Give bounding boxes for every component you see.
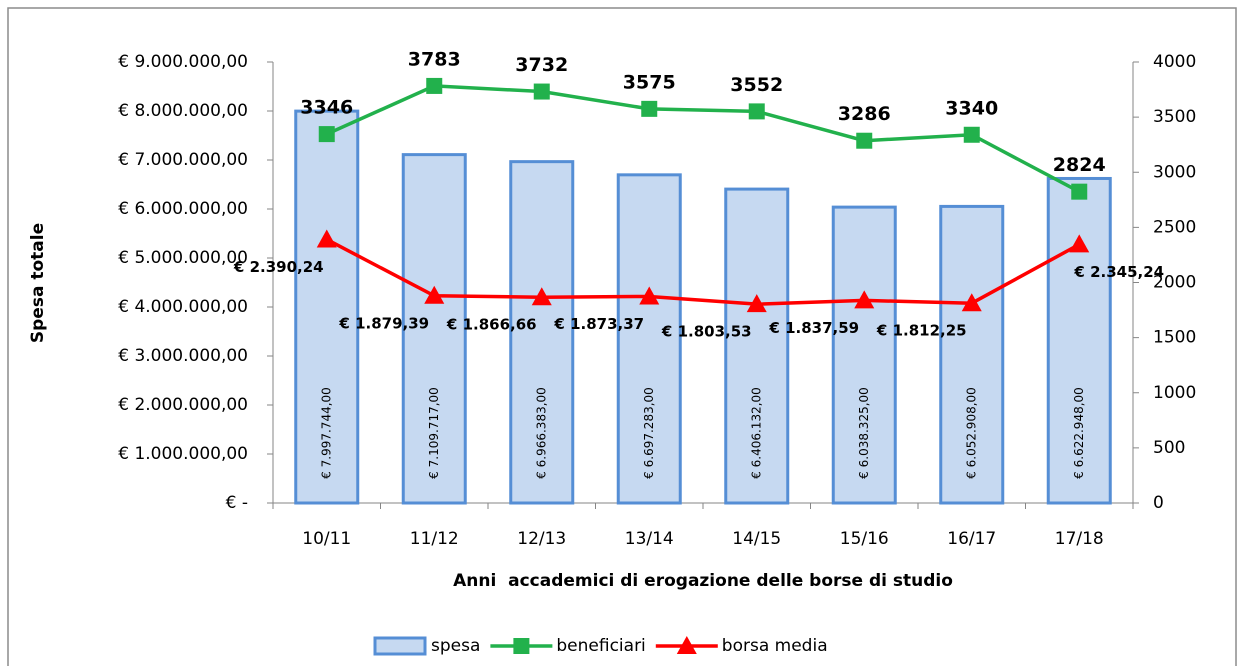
- y-tick-label: € 3.000.000,00: [118, 346, 248, 366]
- x-tick-label: 14/15: [732, 529, 781, 549]
- bar: [509, 160, 575, 505]
- bar: [939, 204, 1005, 505]
- x-tick-label: 15/16: [840, 529, 889, 549]
- bar-value-label: € 6.406.132,00: [749, 387, 763, 479]
- y2-tick-label: 2000: [1153, 273, 1196, 293]
- marker: [676, 636, 697, 654]
- line: [326, 84, 1081, 194]
- y-tick-label: € 7.000.000,00: [118, 150, 248, 170]
- line-value-label: 3340: [945, 97, 998, 119]
- x-tick-label: 16/17: [947, 529, 996, 549]
- line-value-label: € 1.803,53: [661, 323, 752, 341]
- y-tick-label: € 1.000.000,00: [118, 444, 248, 464]
- legend-label: spesa: [431, 636, 480, 656]
- line-value-label: € 1.873,37: [553, 315, 644, 333]
- bar-value-label: € 6.622.948,00: [1072, 387, 1086, 479]
- marker: [533, 83, 550, 100]
- y2-tick-label: 1000: [1153, 383, 1196, 403]
- bar-value-label: € 6.966.383,00: [534, 387, 548, 479]
- marker: [746, 294, 767, 313]
- line-value-label: € 1.866,66: [446, 316, 537, 334]
- marker: [854, 290, 875, 309]
- line-value-label: 3552: [730, 74, 783, 96]
- y-tick-label: € 8.000.000,00: [118, 101, 248, 121]
- y2-tick-label: 3500: [1153, 107, 1196, 127]
- line-value-label: 2824: [1053, 154, 1106, 176]
- bar: [401, 153, 467, 505]
- line-value-label: € 2.345,24: [1073, 263, 1164, 281]
- legend-swatch: [373, 636, 427, 656]
- y-tick-label: € 2.000.000,00: [118, 395, 248, 415]
- bar: [831, 205, 897, 505]
- bar-value-label: € 7.997.744,00: [319, 387, 333, 479]
- bar-value-label: € 6.038.325,00: [857, 387, 871, 479]
- line-value-label: € 1.879,39: [338, 314, 429, 332]
- marker: [856, 132, 873, 149]
- bar-value-label: € 6.052.908,00: [964, 387, 978, 479]
- bar: [1046, 176, 1112, 505]
- y-tick-label: € 6.000.000,00: [118, 199, 248, 219]
- x-axis-title: Anni accademici di erogazione delle bors…: [453, 571, 953, 591]
- marker: [426, 77, 443, 94]
- line-value-label: € 1.812,25: [876, 322, 967, 340]
- y2-tick-label: 1500: [1153, 328, 1196, 348]
- marker: [424, 285, 445, 304]
- marker: [318, 126, 335, 143]
- bar-value-label: € 6.697.283,00: [642, 387, 656, 479]
- bar: [294, 109, 360, 505]
- y-tick-label: € -: [226, 493, 248, 513]
- line-value-label: € 2.390,24: [233, 258, 324, 276]
- y2-tick-label: 0: [1153, 493, 1164, 513]
- line-value-label: 3783: [408, 48, 461, 70]
- x-tick-label: 12/13: [517, 529, 566, 549]
- y-axis-title: Spesa totale: [28, 223, 48, 343]
- line: [325, 237, 1081, 306]
- marker: [1069, 234, 1090, 253]
- y2-tick-label: 3000: [1153, 162, 1196, 182]
- marker: [639, 286, 660, 305]
- marker: [1071, 183, 1088, 200]
- x-tick-label: 17/18: [1055, 529, 1104, 549]
- legend-label: borsa media: [722, 636, 828, 656]
- y-tick-label: € 9.000.000,00: [118, 52, 248, 72]
- marker: [316, 229, 337, 248]
- marker: [641, 100, 658, 117]
- line-value-label: 3346: [300, 97, 353, 119]
- line-value-label: 3575: [623, 71, 676, 93]
- marker: [513, 638, 530, 654]
- line-value-label: € 1.837,59: [768, 319, 859, 337]
- bar-value-label: € 7.109.717,00: [427, 387, 441, 479]
- bar: [724, 187, 790, 505]
- marker: [961, 293, 982, 312]
- y2-tick-label: 2500: [1153, 217, 1196, 237]
- legend-label: beneficiari: [556, 636, 645, 656]
- marker: [963, 126, 980, 143]
- y-tick-label: € 5.000.000,00: [118, 248, 248, 268]
- line-value-label: 3286: [838, 103, 891, 125]
- x-tick-label: 13/14: [625, 529, 674, 549]
- marker: [748, 103, 765, 120]
- bar: [616, 173, 682, 505]
- x-tick-label: 10/11: [302, 529, 351, 549]
- x-tick-label: 11/12: [410, 529, 459, 549]
- line-value-label: 3732: [515, 54, 568, 76]
- y2-tick-label: 500: [1153, 438, 1185, 458]
- y-tick-label: € 4.000.000,00: [118, 297, 248, 317]
- y2-tick-label: 4000: [1153, 52, 1196, 72]
- marker: [531, 287, 552, 306]
